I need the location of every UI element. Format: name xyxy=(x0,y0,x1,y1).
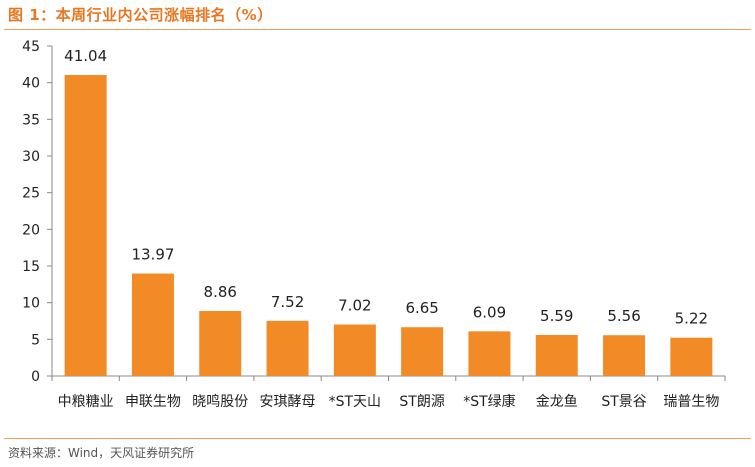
bar xyxy=(603,335,646,376)
bar xyxy=(64,75,107,376)
data-label: 7.02 xyxy=(338,297,371,315)
bar-chart: 0 5 10 15 20 25 30 35 40 45 41.04 中粮糖业 13.97 申联生物 8.86… xyxy=(22,39,726,410)
data-label: 41.04 xyxy=(64,47,107,65)
data-label: 6.65 xyxy=(405,299,438,317)
bar xyxy=(401,327,444,376)
x-tick-label: ST景谷 xyxy=(601,394,646,410)
y-tick-label: 15 xyxy=(22,259,40,275)
y-tick-label: 35 xyxy=(22,112,40,128)
figure-title: 图 1：本周行业内公司涨幅排名（%） xyxy=(8,6,273,24)
data-label: 6.09 xyxy=(473,303,506,321)
data-label: 8.86 xyxy=(204,283,237,301)
bar xyxy=(131,273,174,376)
footer-divider xyxy=(4,438,751,439)
x-tick-label: 瑞普生物 xyxy=(663,394,719,410)
x-tick-label: *ST天山 xyxy=(329,394,381,410)
bar xyxy=(468,331,511,376)
bar xyxy=(670,337,713,376)
x-tick-label: *ST绿康 xyxy=(463,393,515,410)
x-tick-label: 申联生物 xyxy=(125,394,181,410)
y-tick-label: 0 xyxy=(31,369,40,385)
data-label: 7.52 xyxy=(271,293,304,311)
x-tick-label: ST朗源 xyxy=(399,394,444,410)
source-note: 资料来源：Wind，天风证券研究所 xyxy=(8,446,195,460)
y-tick-label: 40 xyxy=(22,76,40,92)
x-tick-label: 晓鸣股份 xyxy=(192,393,248,410)
data-label: 13.97 xyxy=(131,246,174,264)
bar xyxy=(535,335,578,376)
x-tick-label: 中粮糖业 xyxy=(58,394,114,410)
data-label: 5.56 xyxy=(607,307,640,325)
y-tick-label: 30 xyxy=(22,149,40,165)
y-tick-label: 5 xyxy=(31,332,40,348)
x-tick-label: 金龙鱼 xyxy=(536,393,578,410)
x-tick-label: 安琪酵母 xyxy=(260,394,316,410)
bar xyxy=(199,311,242,376)
bar xyxy=(333,324,376,376)
y-tick-label: 45 xyxy=(22,39,40,55)
data-label: 5.22 xyxy=(675,310,708,328)
bar xyxy=(266,320,309,376)
y-tick-label: 20 xyxy=(22,222,40,238)
y-tick-label: 10 xyxy=(22,296,40,312)
title-divider xyxy=(4,29,751,30)
y-tick-label: 25 xyxy=(22,186,40,202)
data-label: 5.59 xyxy=(540,307,573,325)
